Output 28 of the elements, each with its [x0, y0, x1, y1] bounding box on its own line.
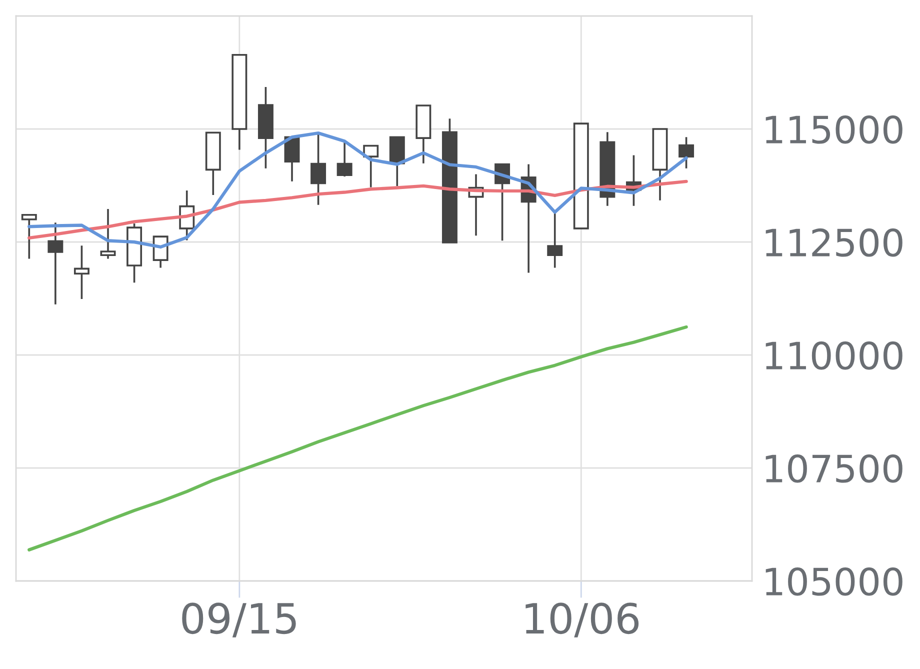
y-tick-label: 110000 — [766, 341, 902, 370]
candlestick — [232, 54, 248, 151]
y-tick-label: 115000 — [766, 115, 902, 144]
x-tick-label: 09/15 — [182, 602, 296, 638]
candlestick — [652, 128, 668, 202]
candlestick — [258, 86, 274, 170]
candlestick — [21, 214, 37, 260]
y-tick-label: 112500 — [766, 228, 902, 257]
candlestick — [48, 222, 64, 306]
candlestick — [547, 212, 563, 269]
x-tick-label: 10/06 — [526, 602, 639, 638]
candlestick — [442, 118, 458, 244]
candlestick — [678, 136, 694, 170]
line-series — [28, 131, 688, 249]
candlestick — [126, 222, 142, 284]
candlestick — [284, 136, 300, 182]
y-tick-label: 107500 — [766, 454, 902, 483]
line-series — [28, 325, 688, 552]
candlestick — [100, 208, 116, 260]
candlestick — [363, 144, 379, 188]
candlestick — [205, 132, 221, 196]
candlestick — [336, 142, 352, 178]
candlestick — [389, 136, 405, 187]
candlestick — [573, 122, 589, 230]
candlestick — [416, 104, 432, 164]
y-tick-label: 105000 — [766, 567, 902, 596]
line-series — [28, 180, 688, 240]
candlestick — [74, 244, 90, 300]
